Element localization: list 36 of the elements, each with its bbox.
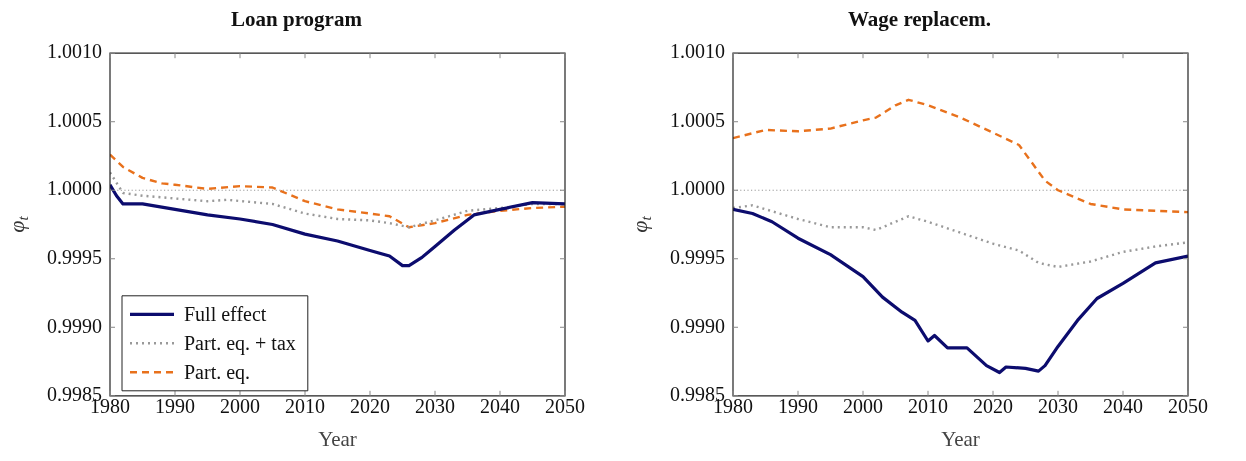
x-tick-label: 2000 <box>220 395 260 418</box>
x-tick-label: 2020 <box>350 395 390 418</box>
x-tick-label: 2010 <box>285 395 325 418</box>
y-tick-label: 0.9990 <box>670 314 725 337</box>
x-tick-label: 1990 <box>155 395 195 418</box>
x-tick-label: 2030 <box>1038 395 1078 418</box>
x-axis-title: Year <box>941 426 980 451</box>
y-tick-label: 0.9990 <box>47 314 102 337</box>
x-tick-label: 2050 <box>1168 395 1208 418</box>
x-tick-label: 2000 <box>843 395 883 418</box>
chart-title: Wage replacem. <box>847 7 992 32</box>
x-tick-label: 2050 <box>545 395 585 418</box>
y-tick-label: 1.0010 <box>670 40 725 63</box>
x-tick-label: 2010 <box>908 395 948 418</box>
y-axis-title: φt <box>3 215 31 233</box>
chart-title: Loan program <box>231 7 363 32</box>
legend-label: Part. eq. + tax <box>184 331 296 355</box>
y-axis-title: φt <box>626 215 654 233</box>
y-tick-label: 0.9995 <box>47 246 102 269</box>
y-tick-label: 1.0000 <box>670 177 725 200</box>
legend-label: Part. eq. <box>184 360 251 384</box>
x-tick-label: 2020 <box>973 395 1013 418</box>
line-series <box>733 204 1188 269</box>
x-tick-label: 2040 <box>480 395 520 418</box>
x-axis-title: Year <box>318 426 357 451</box>
y-tick-label: 1.0005 <box>670 108 725 131</box>
x-tick-label: 1990 <box>778 395 818 418</box>
x-tick-label: 2030 <box>415 395 455 418</box>
legend-label: Full effect <box>184 302 267 325</box>
line-series <box>110 153 565 229</box>
y-tick-label: 0.9995 <box>670 246 725 269</box>
x-tick-label: 2040 <box>1103 395 1143 418</box>
line-series <box>733 98 1188 214</box>
y-tick-label: 1.0005 <box>47 108 102 131</box>
y-tick-label: 1.0010 <box>47 40 102 63</box>
y-tick-label: 1.0000 <box>47 177 102 200</box>
